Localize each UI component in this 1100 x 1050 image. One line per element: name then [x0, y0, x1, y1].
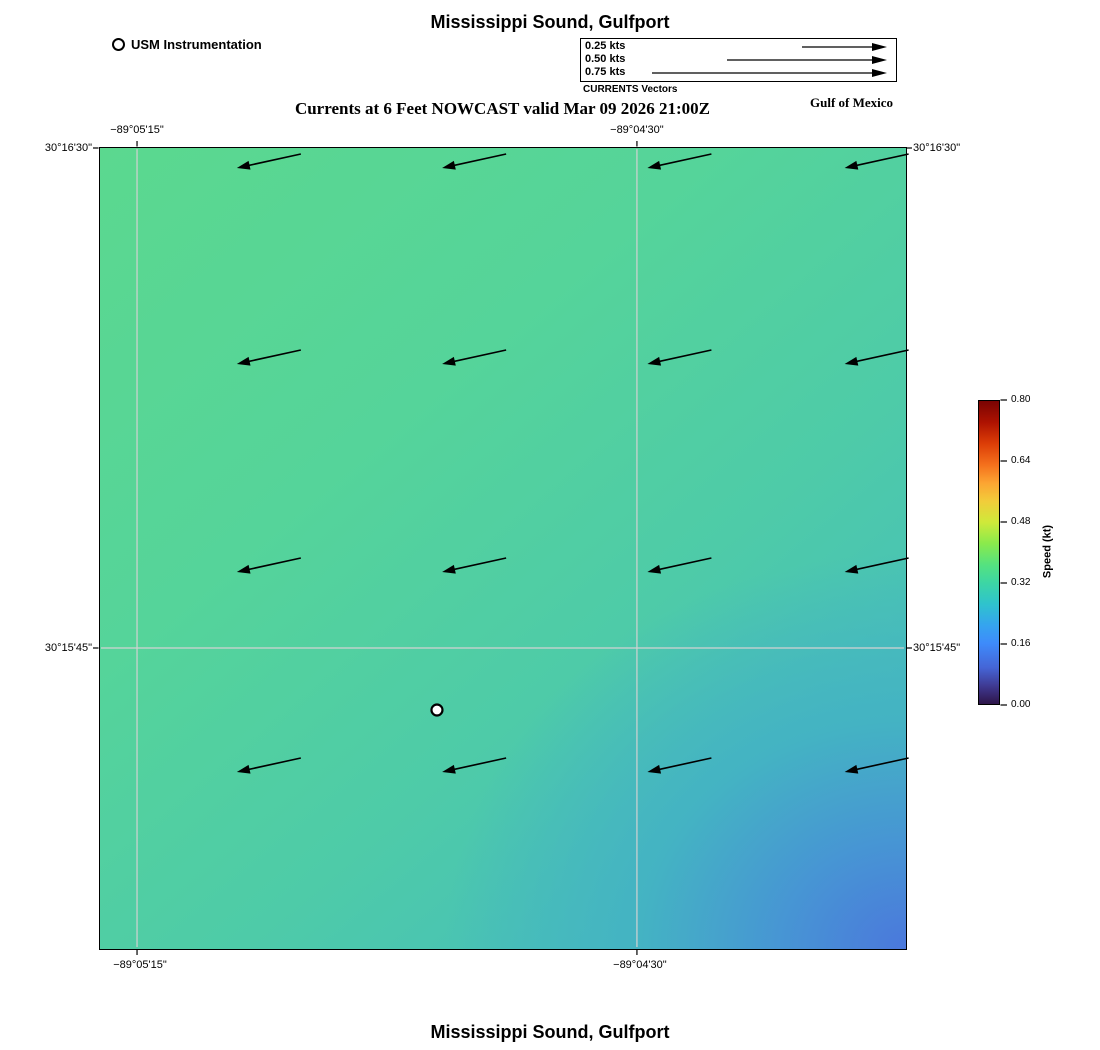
colorbar [978, 400, 1000, 705]
map-area [99, 147, 907, 950]
lon-tick-label-bottom: −89°04'30" [613, 959, 667, 971]
colorbar-tick-label: 0.16 [1011, 638, 1031, 649]
plot-subtitle: Currents at 6 Feet NOWCAST valid Mar 09 … [294, 99, 711, 118]
lat-tick-label-right: 30°16'30" [913, 142, 961, 154]
lon-tick-label-top: −89°05'15" [110, 124, 164, 136]
page-title-bottom: Mississippi Sound, Gulfport [430, 1022, 670, 1042]
colorbar-tick-label: 0.64 [1011, 455, 1031, 466]
vector-scale-label-050: 0.50 kts [585, 53, 626, 65]
vector-scale-label-075: 0.75 kts [585, 66, 626, 78]
station-legend: USM Instrumentation [112, 37, 262, 52]
lon-tick-label-bottom: −89°05'15" [113, 959, 167, 971]
station-legend-label: USM Instrumentation [131, 37, 262, 52]
vector-scale-legend: 0.25 kts 0.50 kts 0.75 kts [580, 38, 897, 82]
lon-tick-label-top: −89°04'30" [610, 124, 664, 136]
region-label: Gulf of Mexico [810, 95, 894, 110]
lat-tick-label-right: 30°15'45" [913, 642, 961, 654]
vector-scale-arrows [652, 43, 887, 77]
colorbar-tick-label: 0.32 [1011, 577, 1031, 588]
vectors-caption: CURRENTS Vectors [583, 84, 678, 95]
station-marker-icon [112, 38, 125, 51]
lat-tick-label-left: 30°16'30" [44, 142, 92, 154]
vector-scale-label-025: 0.25 kts [585, 40, 626, 52]
colorbar-tick-label: 0.00 [1011, 699, 1031, 710]
colorbar-tick-label: 0.80 [1011, 394, 1031, 405]
page-title-top: Mississippi Sound, Gulfport [430, 12, 670, 32]
lat-tick-label-left: 30°15'45" [44, 642, 92, 654]
colorbar-tick-label: 0.48 [1011, 516, 1031, 527]
